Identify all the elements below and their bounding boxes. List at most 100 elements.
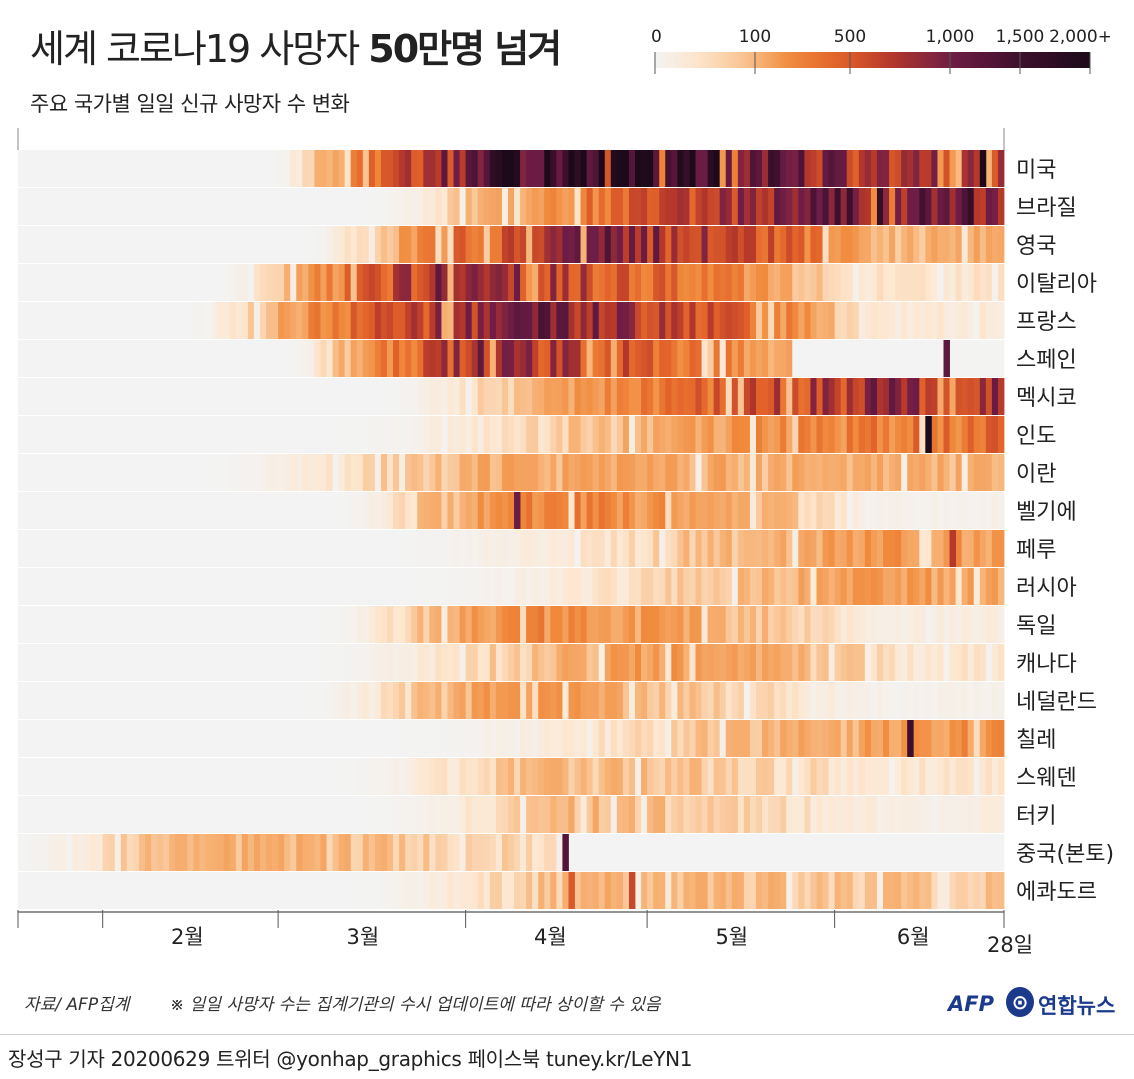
heatmap-cell <box>622 378 630 415</box>
heatmap-cell <box>586 758 594 795</box>
heatmap-cell <box>846 492 854 529</box>
heatmap-cell <box>961 226 969 263</box>
heatmap-cell <box>453 492 460 529</box>
heatmap-cell <box>816 378 823 415</box>
heatmap-cell <box>762 872 769 909</box>
heatmap-cell <box>713 492 721 529</box>
heatmap-cell <box>973 264 981 301</box>
heatmap-cell <box>641 758 648 795</box>
heatmap-cell <box>550 758 557 795</box>
heatmap-cell <box>901 530 908 567</box>
heatmap-cell <box>659 378 666 415</box>
heatmap-cell <box>919 758 926 795</box>
heatmap-cell <box>683 378 690 415</box>
heatmap-cell <box>562 872 569 909</box>
heatmap-cell <box>973 568 981 605</box>
heatmap-spike-cell <box>925 416 932 453</box>
heatmap-cell <box>320 150 327 187</box>
heatmap-cell <box>520 226 527 263</box>
heatmap-cell <box>550 796 557 833</box>
heatmap-cell <box>622 568 630 605</box>
heatmap-cell <box>889 264 896 301</box>
heatmap-cell <box>604 796 612 833</box>
heatmap-cell <box>822 644 829 681</box>
heatmap-row <box>18 796 1005 833</box>
heatmap-cell <box>701 644 708 681</box>
heatmap-cell <box>834 796 842 833</box>
heatmap-cell <box>616 682 624 719</box>
heatmap-cell <box>762 264 769 301</box>
heatmap-cell <box>677 226 684 263</box>
heatmap-cell <box>659 150 666 187</box>
heatmap-cell <box>42 834 49 871</box>
heatmap-cell <box>471 758 479 795</box>
heatmap-cell <box>816 226 823 263</box>
heatmap-cell <box>870 796 878 833</box>
heatmap-cell <box>483 758 491 795</box>
heatmap-cell <box>477 264 485 301</box>
heatmap-cell <box>647 150 654 187</box>
heatmap-cell <box>979 872 987 909</box>
heatmap-cell <box>465 302 473 339</box>
heatmap-cell <box>810 264 817 301</box>
heatmap-cell <box>913 720 920 757</box>
heatmap-cell <box>689 530 696 567</box>
heatmap-cell <box>707 188 715 225</box>
heatmap-cell <box>399 606 406 643</box>
heatmap-cell <box>514 264 521 301</box>
heatmap-cell <box>223 834 231 871</box>
heatmap-cell <box>780 492 787 529</box>
heatmap-cell <box>544 264 551 301</box>
heatmap-cell <box>780 796 787 833</box>
heatmap-cell <box>483 188 491 225</box>
heatmap-cell <box>459 796 467 833</box>
heatmap-cell <box>356 644 364 681</box>
heatmap-cell <box>737 416 745 453</box>
heatmap-cell <box>459 872 467 909</box>
heatmap-cell <box>411 720 418 757</box>
heatmap-cell <box>483 834 491 871</box>
heatmap-cell <box>181 834 188 871</box>
heatmap-cell <box>471 682 479 719</box>
heatmap-cell <box>423 454 430 491</box>
heatmap-cell <box>864 682 872 719</box>
heatmap-cell <box>405 644 412 681</box>
heatmap-cell <box>628 682 636 719</box>
heatmap-cell <box>459 150 467 187</box>
heatmap-cell <box>743 530 751 567</box>
heatmap-cell <box>453 530 460 567</box>
legend-tick-label: 1,500 <box>996 27 1045 47</box>
yonhap-logo-icon: ⊙ <box>1006 987 1034 1017</box>
heatmap-cell <box>719 796 727 833</box>
heatmap-cell <box>417 378 424 415</box>
heatmap-cell <box>386 834 394 871</box>
heatmap-cell <box>755 302 763 339</box>
heatmap-cell <box>380 150 388 187</box>
heatmap-cell <box>278 302 285 339</box>
heatmap-cell <box>193 302 200 339</box>
heatmap-cell <box>538 226 545 263</box>
heatmap-cell <box>399 644 406 681</box>
heatmap-cell <box>985 796 993 833</box>
heatmap-cell <box>883 378 890 415</box>
heatmap-cell <box>362 264 370 301</box>
heatmap-cell <box>816 872 823 909</box>
row-label: 에콰도르 <box>1016 880 1097 905</box>
heatmap-cell <box>562 264 569 301</box>
heatmap-cell <box>610 492 618 529</box>
heatmap-cell <box>925 568 932 605</box>
heatmap-cell <box>459 340 467 377</box>
heatmap-cell <box>507 682 515 719</box>
heatmap-cell <box>459 188 467 225</box>
heatmap-cell <box>429 720 436 757</box>
heatmap-cell <box>393 530 400 567</box>
heatmap-cell <box>538 644 545 681</box>
heatmap-cell <box>483 150 491 187</box>
heatmap-cell <box>453 758 460 795</box>
heatmap-cell <box>943 644 950 681</box>
x-tick-label: 6월 <box>897 925 930 949</box>
heatmap-cell <box>78 834 85 871</box>
heatmap-cell <box>574 264 581 301</box>
heatmap-cell <box>622 682 630 719</box>
heatmap-cell <box>350 606 358 643</box>
